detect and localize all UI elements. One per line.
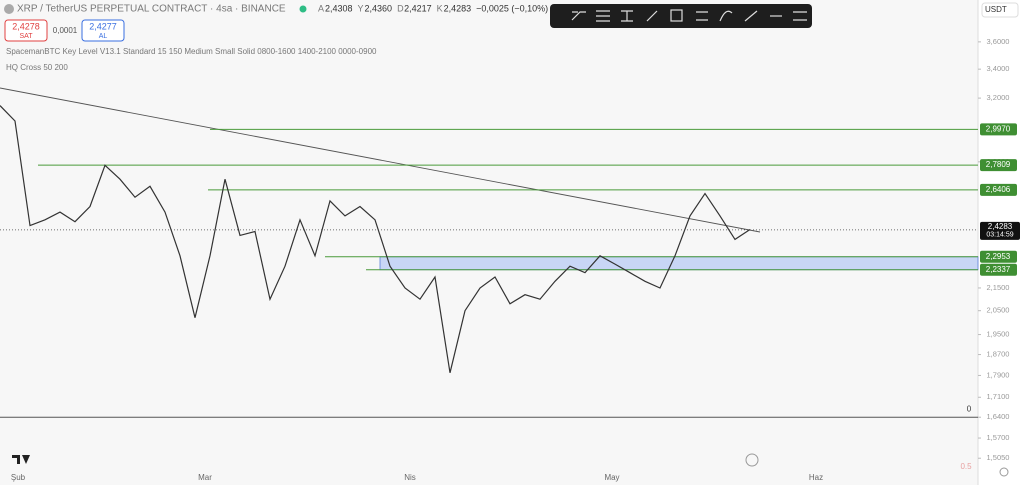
current-price: 2,4283 [988,222,1013,231]
y-tick-label: 1,8700 [987,350,1010,359]
y-tick-label: 2,0500 [987,306,1010,315]
market-dot [299,5,307,13]
symbol: XRP / TetherUS PERPETUAL CONTRACT · 4sa … [17,4,286,15]
level-tag [980,123,1017,136]
ohlc-value: 2,4217 [404,3,432,13]
tv-logo [12,455,30,464]
x-tick-label: Şub [11,473,26,482]
buy-label: AL [99,33,108,40]
indicator: HQ Cross 50 200 [6,63,68,72]
level-label: 2,2337 [986,265,1011,274]
currency: USDT [985,5,1007,14]
toolbar-icons [571,9,807,22]
ohlc-value: 2,4360 [365,3,393,13]
level-label: 2,7809 [986,160,1011,169]
drawing-toolbar[interactable] [550,4,812,28]
x-tick-label: Haz [809,473,823,482]
ohlc-key: A [318,3,324,13]
y-tick-label: 1,5050 [987,453,1010,462]
sell-button[interactable] [4,19,48,42]
demand-zone [379,256,979,271]
level-tag [980,250,1017,263]
y-tick-label: 1,7900 [987,370,1010,379]
x-tick-label: Nis [404,473,416,482]
level-label: 2,6406 [986,185,1011,194]
level-label: 2,9970 [986,124,1011,133]
trendline [0,87,761,233]
ohlc-value: 2,4308 [325,3,353,13]
y-tick-label: 3,4000 [987,64,1010,73]
y-tick-label: 1,9500 [987,330,1010,339]
level-tag [980,263,1017,276]
level-tag [980,159,1017,172]
price-tag [980,221,1020,240]
indicator: SpacemanBTC Key Level V13.1 Standard 15 … [6,47,377,56]
replay-icon[interactable] [745,453,759,467]
countdown: 03:14:59 [986,232,1013,239]
sell-price: 2,4278 [12,21,40,31]
buy-price: 2,4277 [89,21,117,31]
change: −0,0025 (−0,10%) [476,3,548,13]
ohlc-key: K [437,3,443,13]
fib-extra: 0.5 [960,462,972,471]
symbol-icon [4,4,14,14]
y-tick-label: 1,6400 [987,412,1010,421]
x-tick-label: Mar [198,473,212,482]
ohlc-key: Y [358,3,364,13]
y-tick-label: 1,7100 [987,392,1010,401]
level-tag [980,183,1017,196]
ohlc-key: D [397,3,404,13]
settings-icon[interactable] [999,467,1009,477]
plot-bg [0,0,978,485]
currency-select[interactable] [981,2,1019,18]
fib-label: 0 [967,404,972,413]
price-line [0,105,751,373]
buy-button[interactable] [81,19,125,42]
y-tick-label: 1,5700 [987,433,1010,442]
y-tick-label: 3,6000 [987,37,1010,46]
spread: 0,0001 [53,26,78,35]
level-label: 2,2953 [986,252,1011,261]
x-tick-label: May [604,473,619,482]
sell-label: SAT [19,33,33,40]
y-tick-label: 3,2000 [987,93,1010,102]
y-tick-label: 2,1500 [987,283,1010,292]
ohlc-value: 2,4283 [444,3,472,13]
